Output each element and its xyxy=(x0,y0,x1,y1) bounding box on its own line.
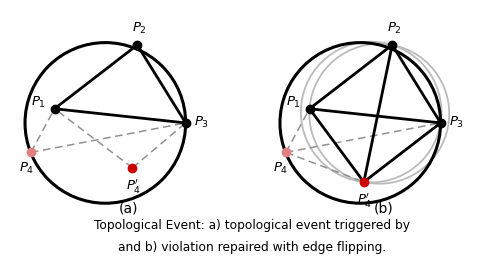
Text: (b): (b) xyxy=(374,201,394,215)
Text: $P_4$: $P_4$ xyxy=(274,161,289,176)
Text: $P_3$: $P_3$ xyxy=(449,115,464,131)
Text: $P_2$: $P_2$ xyxy=(387,20,402,36)
Text: and b) violation repaired with edge flipping.: and b) violation repaired with edge flip… xyxy=(118,241,386,254)
Text: (a): (a) xyxy=(119,201,139,215)
Text: $P_2$: $P_2$ xyxy=(132,20,147,36)
Text: $P_3$: $P_3$ xyxy=(194,115,209,131)
Text: $P_4'$: $P_4'$ xyxy=(357,191,372,209)
Text: $P_4'$: $P_4'$ xyxy=(126,177,141,195)
Text: $P_4$: $P_4$ xyxy=(19,161,34,176)
Text: $P_1$: $P_1$ xyxy=(31,95,46,110)
Text: Topological Event: a) topological event triggered by: Topological Event: a) topological event … xyxy=(94,219,410,232)
Text: $P_1$: $P_1$ xyxy=(286,95,301,110)
